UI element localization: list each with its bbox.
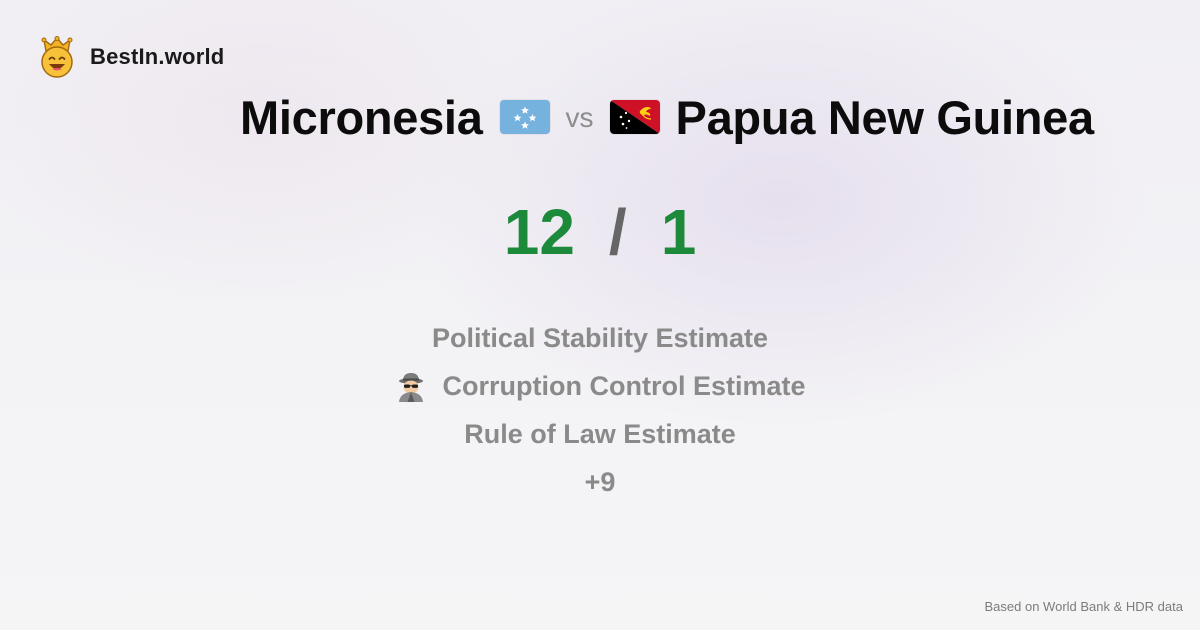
comparison-title: Micronesia vs Papua xyxy=(240,86,1094,148)
metric-label: Political Stability Estimate xyxy=(431,323,769,353)
metric-item[interactable]: Political Stability Estimate xyxy=(0,314,1200,362)
right-score: 1 xyxy=(660,196,697,268)
more-metrics-count[interactable]: +9 xyxy=(0,458,1200,506)
detective-icon xyxy=(395,370,427,402)
brand[interactable]: BestIn.world xyxy=(38,36,224,78)
metric-label: Rule of Law Estimate xyxy=(464,419,736,449)
data-source-note: Based on World Bank & HDR data xyxy=(984,599,1183,614)
brand-name: BestIn.world xyxy=(90,44,225,69)
metrics-list: Political Stability Estimate Corruption … xyxy=(0,314,1200,506)
papua-new-guinea-flag-icon xyxy=(609,100,660,134)
left-country-name[interactable]: Micronesia xyxy=(240,90,483,144)
left-score: 12 xyxy=(503,196,575,268)
metric-item[interactable]: Corruption Control Estimate xyxy=(0,362,1200,410)
vs-label: vs xyxy=(565,102,594,133)
score-separator: / xyxy=(608,196,627,268)
metric-label: +9 xyxy=(584,467,616,497)
score: 12 / 1 xyxy=(0,192,1200,272)
micronesia-flag-icon xyxy=(499,100,550,134)
metric-item[interactable]: Rule of Law Estimate xyxy=(0,410,1200,458)
metric-label: Corruption Control Estimate xyxy=(442,371,806,401)
right-country-name[interactable]: Papua New Guinea xyxy=(675,90,1095,144)
crowned-smiley-icon xyxy=(38,36,76,78)
